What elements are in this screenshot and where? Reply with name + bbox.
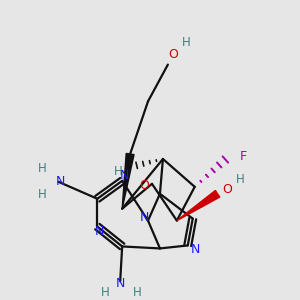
- Text: N: N: [56, 176, 65, 188]
- Polygon shape: [122, 154, 134, 209]
- Text: H: H: [101, 286, 110, 299]
- Text: O: O: [223, 183, 232, 196]
- Text: H: H: [236, 173, 245, 186]
- Text: N: N: [191, 243, 200, 256]
- Text: H: H: [38, 188, 47, 201]
- Text: N: N: [119, 169, 129, 182]
- Text: H: H: [133, 286, 142, 299]
- Text: N: N: [140, 211, 149, 224]
- Text: O: O: [168, 48, 178, 61]
- Text: N: N: [116, 277, 125, 290]
- Text: O: O: [139, 179, 149, 192]
- Text: H: H: [38, 162, 47, 176]
- Text: H: H: [182, 36, 190, 49]
- Text: H: H: [114, 165, 123, 178]
- Text: F: F: [240, 149, 247, 163]
- Text: N: N: [94, 225, 104, 238]
- Polygon shape: [177, 190, 220, 220]
